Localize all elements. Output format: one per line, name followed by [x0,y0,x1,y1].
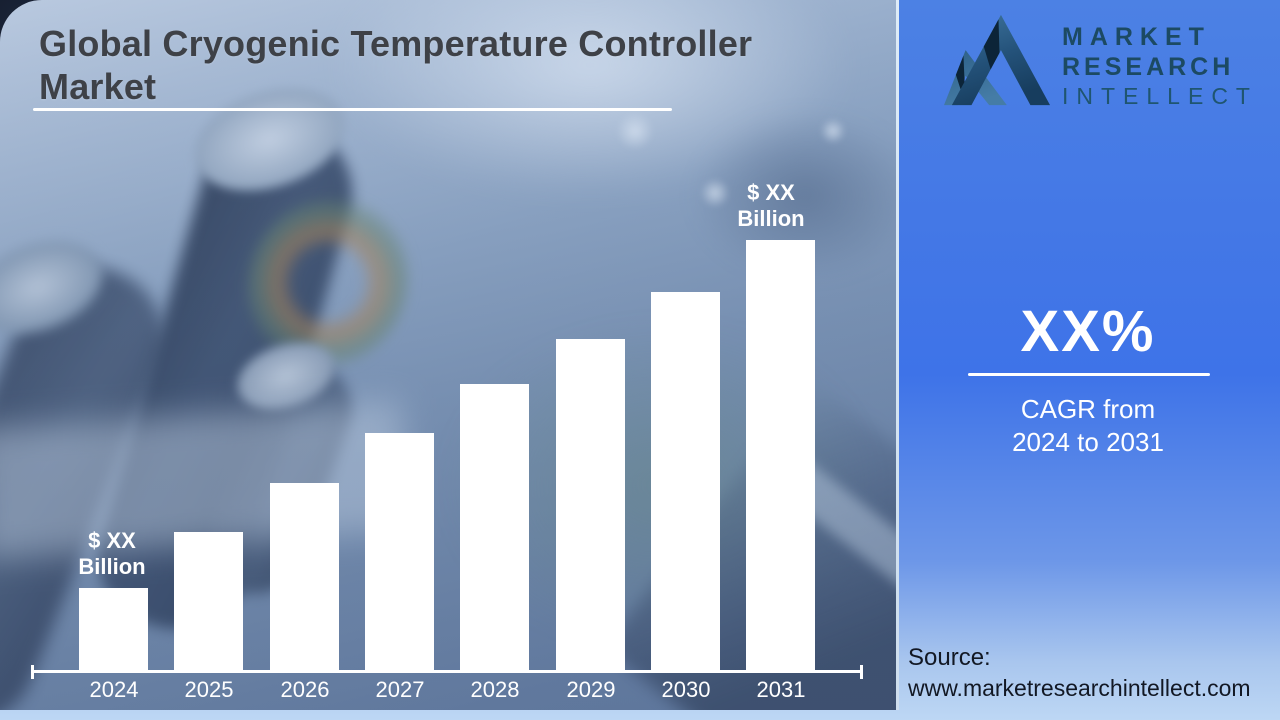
cagr-caption-line2: 2024 to 2031 [1012,427,1164,457]
x-tick-label-2029: 2029 [566,677,616,702]
bar-value-label-2031: $ XX Billion [737,180,805,231]
brand-word-market: MARKET [1062,23,1211,51]
page-title: Global Cryogenic Temperature Controller … [39,23,753,107]
bar-value-label-2024: $ XX Billion [78,528,146,579]
chart-card: Global Cryogenic Temperature Controller … [0,0,899,710]
x-axis-end-tick-right [860,665,863,679]
cagr-stat-value: XX% [1020,299,1156,364]
source-block: Source: www.marketresearchintellect.com [908,642,1251,704]
brand-word-research: RESEARCH [1062,53,1235,81]
x-axis-line [31,670,863,673]
bar-2027 [365,433,434,671]
x-tick-label-2031: 2031 [756,677,806,702]
title-underline [33,108,672,111]
brand-logo: MARKET RESEARCH INTELLECT [944,10,1258,110]
source-url: www.marketresearchintellect.com [908,675,1251,701]
bar-2030 [651,292,720,671]
info-panel: MARKET RESEARCH INTELLECT XX% CAGR from … [896,0,1280,720]
x-axis-end-tick-left [31,665,34,679]
brand-wordmark: MARKET RESEARCH INTELLECT [1062,10,1258,110]
x-tick-label-2026: 2026 [280,677,330,702]
x-tick-label-2027: 2027 [375,677,425,702]
bar-2026 [270,483,339,671]
mountain-m-logo-icon [944,14,1051,106]
x-tick-label-2030: 2030 [661,677,711,702]
bar-2025 [174,532,243,671]
x-tick-label-2024: 2024 [89,677,139,702]
bar-2029 [556,339,625,671]
x-tick-label-2025: 2025 [184,677,234,702]
brand-word-intellect: INTELLECT [1062,83,1258,109]
cagr-caption: CAGR from 2024 to 2031 [896,393,1280,459]
x-tick-label-2028: 2028 [470,677,520,702]
bar-2024 [79,588,148,671]
cagr-caption-line1: CAGR from [1020,394,1156,424]
source-label: Source: [908,644,991,671]
bar-2031 [746,240,815,671]
bar-2028 [460,384,529,671]
cagr-stat-underline [968,373,1210,376]
